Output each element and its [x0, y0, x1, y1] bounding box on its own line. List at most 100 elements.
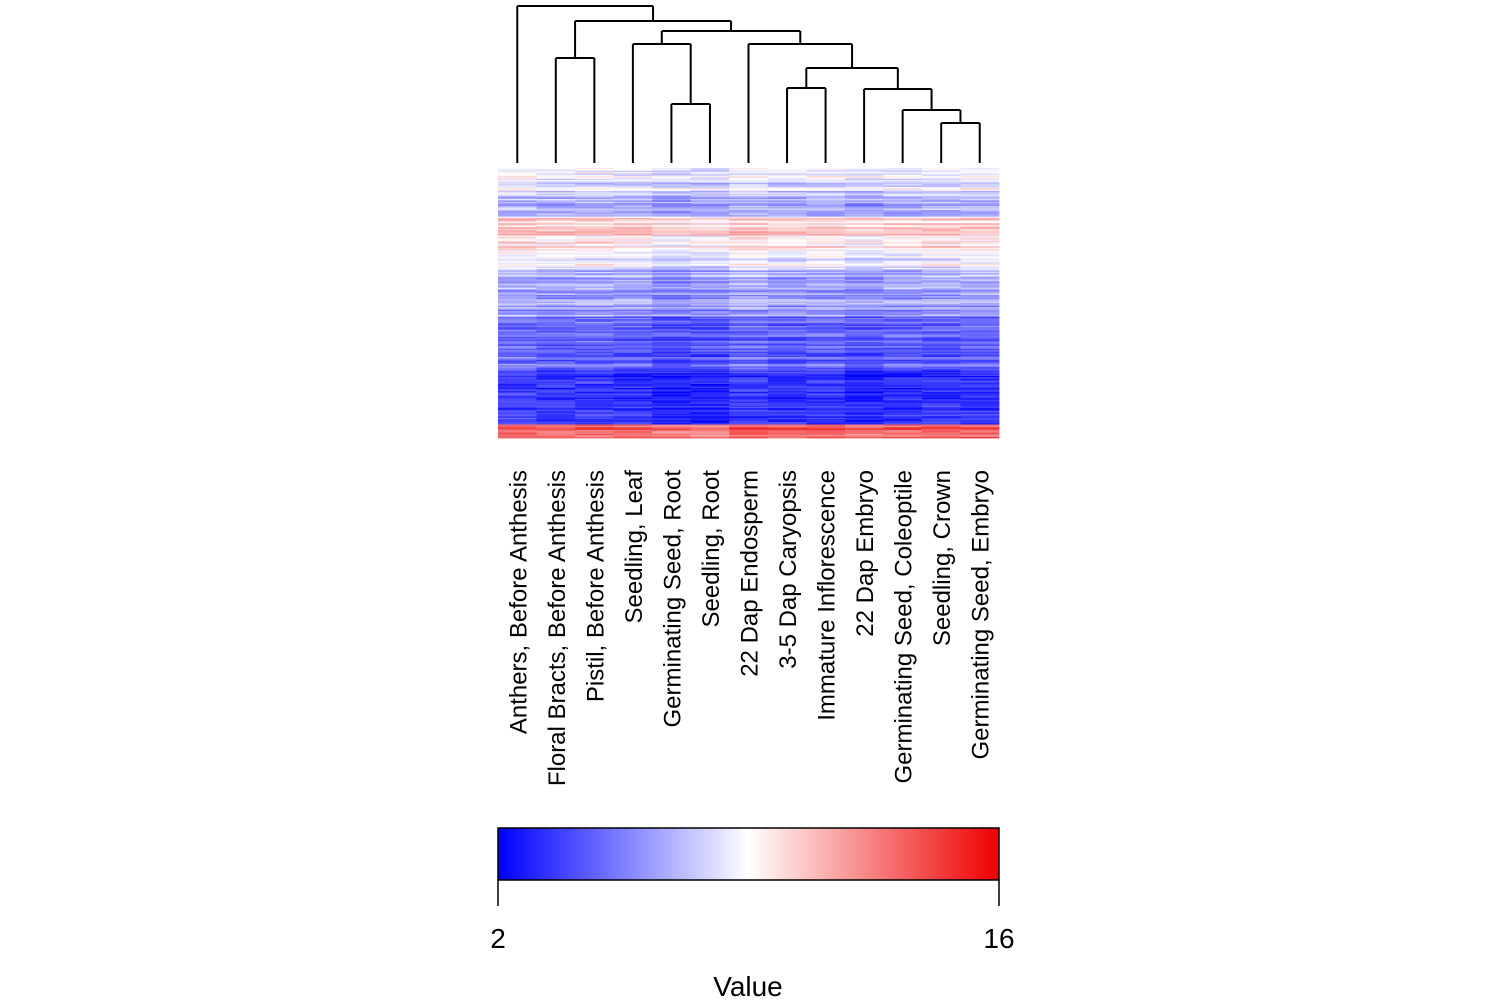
heatmap-cell — [883, 394, 923, 397]
heatmap-cell — [844, 230, 884, 232]
heatmap-cell — [921, 204, 961, 207]
heatmap-cell — [844, 421, 884, 424]
heatmap-cell — [498, 319, 537, 321]
heatmap-cell — [652, 416, 692, 419]
heatmap-cell — [729, 377, 769, 379]
heatmap-cell — [690, 429, 730, 432]
heatmap-cell — [729, 232, 769, 235]
heatmap-cell — [690, 375, 730, 378]
heatmap-cell — [498, 342, 537, 344]
heatmap-cell — [883, 216, 923, 219]
heatmap-cell — [844, 405, 884, 408]
heatmap-cell — [883, 307, 923, 309]
heatmap-cell — [498, 239, 537, 242]
heatmap-cell — [690, 336, 730, 339]
column-label: Seedling, Root — [698, 470, 725, 628]
heatmap-cell — [767, 207, 807, 209]
heatmap-cell — [690, 379, 730, 382]
heatmap-cell — [883, 429, 923, 432]
heatmap-cell — [883, 296, 923, 298]
heatmap-cell — [613, 246, 653, 249]
heatmap-cell — [960, 266, 1000, 269]
heatmap-cell — [498, 259, 537, 262]
heatmap-cell — [960, 244, 1000, 247]
heatmap-cell — [844, 350, 884, 352]
heatmap-cell — [690, 276, 730, 278]
heatmap-cell — [575, 400, 615, 402]
heatmap-cell — [690, 432, 730, 435]
heatmap-cell — [498, 330, 537, 332]
heatmap-cell — [652, 286, 692, 289]
heatmap-cell — [575, 354, 615, 357]
heatmap-cell — [498, 379, 537, 382]
heatmap-cell — [498, 231, 537, 234]
heatmap-cell — [575, 285, 615, 288]
heatmap-cell — [613, 367, 653, 370]
heatmap-cell — [729, 352, 769, 355]
heatmap-cell — [575, 408, 615, 411]
heatmap-cell — [767, 355, 807, 358]
heatmap-cell — [844, 254, 884, 257]
heatmap-cell — [883, 259, 923, 262]
heatmap-cell — [690, 423, 730, 425]
heatmap-cell — [690, 396, 730, 398]
heatmap-cell — [536, 435, 576, 438]
heatmap-cell — [498, 375, 537, 378]
heatmap-cell — [690, 254, 730, 257]
heatmap-cell — [883, 238, 923, 240]
heatmap-cell — [960, 316, 1000, 319]
heatmap-cell — [536, 223, 576, 226]
heatmap-cell — [960, 263, 1000, 266]
heatmap-cell — [575, 305, 615, 308]
heatmap-cell — [960, 285, 1000, 288]
heatmap-cell — [921, 311, 961, 313]
heatmap-cell — [652, 293, 692, 296]
heatmap-cell — [690, 323, 730, 325]
heatmap-cell — [729, 220, 769, 223]
heatmap-cell — [575, 209, 615, 212]
heatmap-cell — [844, 354, 884, 357]
heatmap-cell — [921, 269, 961, 271]
heatmap-cell — [844, 371, 884, 374]
heatmap-cell — [729, 428, 769, 431]
heatmap-cell — [883, 312, 923, 315]
heatmap-cell — [498, 340, 537, 343]
heatmap-cell — [536, 168, 576, 170]
heatmap-cell — [613, 297, 653, 300]
heatmap-cell — [575, 429, 615, 432]
heatmap-cell — [729, 227, 769, 230]
heatmap-cell — [690, 177, 730, 180]
heatmap-cell — [960, 354, 1000, 357]
heatmap-cell — [921, 402, 961, 405]
heatmap-cell — [960, 192, 1000, 195]
heatmap-cell — [613, 415, 653, 417]
heatmap-cell — [613, 338, 653, 340]
heatmap-cell — [729, 228, 769, 231]
heatmap-cell — [767, 382, 807, 385]
heatmap-cell — [536, 307, 576, 309]
heatmap-cell — [883, 265, 923, 267]
heatmap-cell — [690, 398, 730, 401]
heatmap-cell — [844, 259, 884, 262]
heatmap-cell — [613, 308, 653, 311]
heatmap-cell — [575, 284, 615, 286]
heatmap-cell — [767, 261, 807, 263]
heatmap-cell — [536, 284, 576, 286]
heatmap-cell — [806, 215, 846, 217]
heatmap-cell — [844, 324, 884, 327]
heatmap-cell — [690, 170, 730, 173]
heatmap-cell — [844, 182, 884, 185]
heatmap-cell — [806, 397, 846, 400]
heatmap-cell — [652, 433, 692, 436]
heatmap-cell — [767, 213, 807, 216]
heatmap-cell — [767, 363, 807, 366]
heatmap-cell — [652, 243, 692, 246]
heatmap-cell — [690, 251, 730, 254]
heatmap-cell — [883, 305, 923, 308]
heatmap-cell — [690, 317, 730, 320]
heatmap-cell — [767, 240, 807, 243]
heatmap-cell — [729, 355, 769, 358]
heatmap-cell — [883, 261, 923, 263]
heatmap-cell — [498, 388, 537, 390]
heatmap-cell — [844, 232, 884, 235]
